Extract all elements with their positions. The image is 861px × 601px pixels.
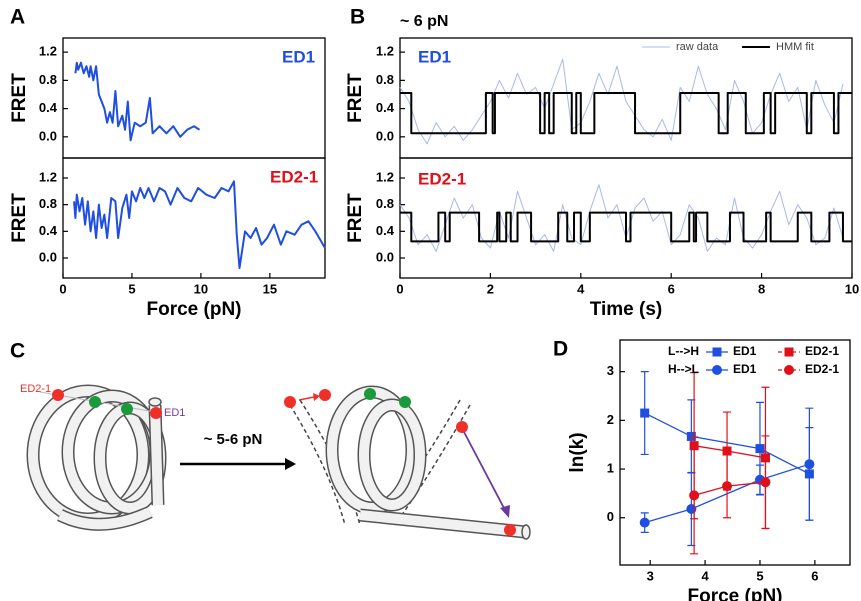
x-axis-label: Force (pN) — [688, 586, 783, 601]
coil-folded — [26, 384, 167, 531]
data-point — [722, 446, 732, 456]
x-tick-label: 4 — [577, 281, 585, 296]
y-tick-label: 0.4 — [39, 223, 58, 238]
x-tick-label: 6 — [668, 281, 675, 296]
diagram-label: ED2-1 — [20, 383, 51, 395]
x-tick-label: 5 — [756, 568, 763, 583]
y-tick-label: 0.0 — [39, 249, 57, 264]
x-tick-label: 0 — [59, 281, 66, 296]
panel-label: A — [10, 6, 25, 29]
legend-marker — [712, 347, 722, 357]
annotation: ED1 — [282, 47, 315, 66]
y-tick-label: 0.4 — [376, 100, 395, 115]
x-tick-label: 10 — [845, 281, 859, 296]
force-label: ~ 5-6 pN — [204, 431, 263, 448]
panel-label: C — [10, 340, 25, 363]
y-tick-label: 0.0 — [376, 249, 394, 264]
data-point — [640, 408, 650, 418]
y-tick-label: 0.4 — [376, 223, 395, 238]
annotation: ED1 — [418, 47, 451, 66]
data-point — [686, 503, 697, 514]
data-point — [689, 490, 700, 501]
data-point — [639, 517, 650, 528]
legend-group: L-->H — [668, 344, 699, 358]
data-point — [722, 481, 733, 492]
data-line — [400, 92, 852, 135]
data-line — [73, 180, 326, 269]
y-tick-label: 1.2 — [39, 169, 57, 184]
y-tick-label: 0.0 — [376, 128, 394, 143]
legend-label: ED2-1 — [805, 344, 839, 358]
x-tick-label: 10 — [194, 281, 208, 296]
legend-label: ED1 — [733, 362, 757, 376]
y-axis-label: FRET — [9, 193, 30, 243]
x-tick-label: 2 — [487, 281, 494, 296]
data-line — [74, 61, 201, 142]
y-tick-label: 1.2 — [376, 169, 394, 184]
data-line — [644, 412, 810, 475]
legend-marker — [784, 347, 794, 357]
plot-frame — [62, 157, 326, 279]
y-tick-label: 0.8 — [376, 196, 394, 211]
plot-frame — [619, 339, 851, 566]
x-tick-label: 4 — [701, 568, 709, 583]
legend-marker — [784, 365, 794, 375]
data-line — [644, 463, 810, 524]
y-axis-label: FRET — [345, 193, 366, 243]
legend-group: H-->L — [668, 362, 699, 376]
legend-label: ED1 — [733, 344, 757, 358]
y-axis-label: ln(k) — [567, 432, 588, 472]
y-tick-label: 0.8 — [376, 72, 394, 87]
y-tick-label: 3 — [607, 363, 614, 378]
x-tick-label: 6 — [811, 568, 818, 583]
y-tick-label: 2 — [607, 412, 614, 427]
coil-unfolded — [284, 385, 531, 540]
panel-label: D — [553, 338, 568, 361]
y-tick-label: 1.2 — [376, 44, 394, 59]
y-tick-label: 1.2 — [39, 44, 57, 59]
y-axis-label: FRET — [9, 73, 30, 123]
data-point — [760, 477, 771, 488]
y-tick-label: 0.4 — [39, 100, 58, 115]
annotation: ED2-1 — [418, 169, 466, 188]
diagram: ED2-1 ED1 ~ 5-6 pN — [20, 383, 531, 540]
data-line — [399, 184, 844, 252]
data-line — [400, 211, 852, 243]
y-tick-label: 0.0 — [39, 128, 57, 143]
data-point — [755, 444, 765, 454]
y-axis-label: FRET — [345, 73, 366, 123]
y-tick-label: 0 — [607, 509, 614, 524]
legend-label: HMM fit — [776, 41, 814, 53]
x-tick-label: 0 — [396, 281, 403, 296]
plot-frame — [399, 37, 853, 159]
legend-label: ED2-1 — [805, 362, 839, 376]
legend-marker — [712, 365, 722, 375]
y-tick-label: 1 — [607, 460, 614, 475]
x-axis-label: Time (s) — [590, 299, 663, 320]
legend-label: raw data — [676, 41, 719, 53]
plot-frame — [399, 157, 853, 279]
x-tick-label: 8 — [758, 281, 765, 296]
data-line — [399, 58, 844, 145]
x-axis-label: Force (pN) — [147, 299, 242, 320]
diagram-label: ED1 — [164, 407, 185, 419]
x-tick-label: 3 — [647, 568, 654, 583]
annotation: ED2-1 — [270, 167, 318, 186]
chart-title: ~ 6 pN — [400, 13, 448, 30]
x-tick-label: 5 — [128, 281, 135, 296]
y-tick-label: 0.8 — [39, 72, 57, 87]
data-point — [804, 459, 815, 470]
y-tick-label: 0.8 — [39, 196, 57, 211]
panel-label: B — [350, 6, 365, 29]
x-tick-label: 15 — [263, 281, 277, 296]
